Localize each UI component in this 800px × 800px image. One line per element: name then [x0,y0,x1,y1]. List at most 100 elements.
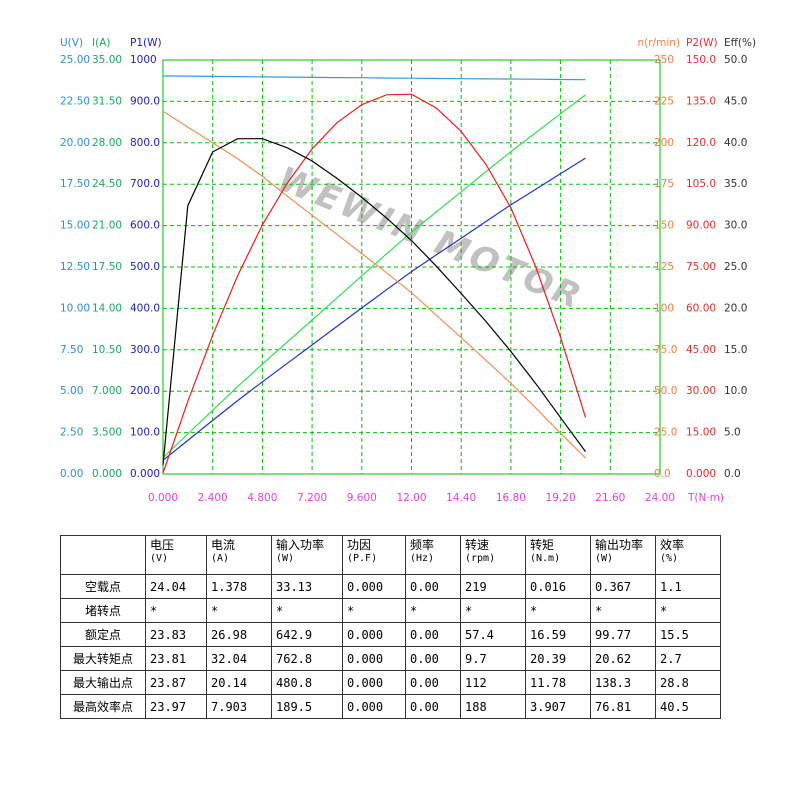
table-cell: 额定点 [60,622,146,647]
x-tick-label: 4.800 [247,492,277,504]
y-tick-label: 200 [654,137,674,149]
table-cell: * [655,598,721,623]
table-cell: 23.97 [145,694,207,719]
x-axis-title: T(N·m) [687,492,724,504]
y-tick-label: 20.0 [724,302,747,314]
table-cell: 20.14 [206,670,272,695]
y-tick-label: 2.50 [60,427,83,439]
y-tick-label: 20.00 [60,137,90,149]
table-cell: 1.378 [206,574,272,599]
table-cell: 0.016 [525,574,591,599]
y-tick-label: 45.00 [686,344,716,356]
table-cell: * [525,598,591,623]
y-tick-label: 15.00 [60,220,90,232]
table-cell: 堵转点 [60,598,146,623]
header-unit: (Hz) [410,553,435,564]
y-tick-label: 250 [654,54,674,66]
x-tick-label: 21.60 [595,492,625,504]
y-tick-label: 125 [654,261,674,273]
y-tick-label: 200.0 [130,385,160,397]
table-row: 最高效率点 23.97 7.903 189.5 0.000 0.00 188 3.907 76.… [60,694,721,719]
table-cell: * [342,598,406,623]
table-cell: 9.7 [460,646,526,671]
y-tick-label: 25.0 [654,427,677,439]
table-cell: 最高效率点 [60,694,146,719]
header-name: 电流 [211,538,236,552]
table-cell [60,535,146,575]
series-line [162,93,587,474]
table-cell: 57.4 [460,622,526,647]
y-tick-label: 35.0 [724,178,747,190]
y-tick-label: 50.0 [724,54,747,66]
x-tick-label: 2.400 [198,492,228,504]
series-line [162,75,586,81]
y-tick-label: 25.0 [724,261,747,273]
axis-header: n(r/min) [637,37,680,49]
series-line [162,157,586,461]
y-tick-label: 0.0 [724,468,741,480]
y-tick-label: 30.00 [686,385,716,397]
y-tick-label: 800.0 [130,137,160,149]
header-name: 功因 [347,538,372,552]
watermark: WEWIN MOTOR [272,159,588,318]
table-cell: 0.00 [405,694,461,719]
header-name: 频率 [410,538,435,552]
table-header: 电压 (V) 电流 (A) 输入功率 (W) 功因 (P.F) 频率 (Hz) 转速 (rpm) 转矩(… [60,535,721,575]
table-cell: * [460,598,526,623]
table-row: 空载点 24.04 1.378 33.13 0.000 0.00 219 0.016 0.367… [60,574,721,599]
table-cell: * [145,598,207,623]
x-tick-label: 14.40 [446,492,476,504]
header-unit: (rpm) [465,553,496,564]
table-cell: 76.81 [590,694,656,719]
header-name: 电压 [150,538,175,552]
y-tick-label: 135.0 [686,95,716,107]
y-tick-label: 10.0 [724,385,747,397]
table-cell: 0.00 [405,646,461,671]
y-tick-label: 10.00 [60,302,90,314]
table-row: 最大转矩点 23.81 32.04 762.8 0.000 0.00 9.7 20.39 20.… [60,646,721,671]
table-cell: 138.3 [590,670,656,695]
table-cell: 23.83 [145,622,207,647]
y-tick-label: 120.0 [686,137,716,149]
y-tick-label: 60.00 [686,302,716,314]
table-cell: 762.8 [271,646,343,671]
y-tick-label: 22.50 [60,95,90,107]
y-tick-label: 17.50 [60,178,90,190]
y-tick-label: 15.0 [724,344,747,356]
y-tick-label: 30.0 [724,220,747,232]
table-cell: 转矩 (N.m) [525,535,591,575]
table-cell: 20.62 [590,646,656,671]
y-tick-label: 35.00 [92,54,122,66]
table-cell: 电流 (A) [206,535,272,575]
y-tick-label: 300.0 [130,344,160,356]
table-cell: 189.5 [271,694,343,719]
x-tick-label: 19.20 [546,492,576,504]
table-cell: 效率 (%) [655,535,721,575]
header-unit: (W) [276,553,295,564]
table-cell: 0.00 [405,574,461,599]
table-cell: 28.8 [655,670,721,695]
table-cell: 15.5 [655,622,721,647]
table-cell: 输出功率 (W) [590,535,656,575]
table-cell: 空载点 [60,574,146,599]
table-cell: 188 [460,694,526,719]
chart: WEWIN MOTOR 0.000 2.400 4.800 7.200 9.600 12.0… [60,37,756,504]
table-cell: 频率 (Hz) [405,535,461,575]
series-line [162,94,586,459]
y-tick-label: 75.0 [654,344,677,356]
table-cell: 33.13 [271,574,343,599]
y-tick-label: 1000 [130,54,157,66]
table-cell: 24.04 [145,574,207,599]
y-tick-label: 100 [654,302,674,314]
table-cell: 转速 (rpm) [460,535,526,575]
table-cell: 0.000 [342,574,406,599]
y-tick-label: 25.00 [60,54,90,66]
table-cell: 2.7 [655,646,721,671]
x-tick-label: 7.200 [297,492,327,504]
table-cell: 最大输出点 [60,670,146,695]
series-line [162,110,586,459]
header-unit: (W) [595,553,614,564]
header-name: 转矩 [530,538,555,552]
y-tick-label: 900.0 [130,95,160,107]
